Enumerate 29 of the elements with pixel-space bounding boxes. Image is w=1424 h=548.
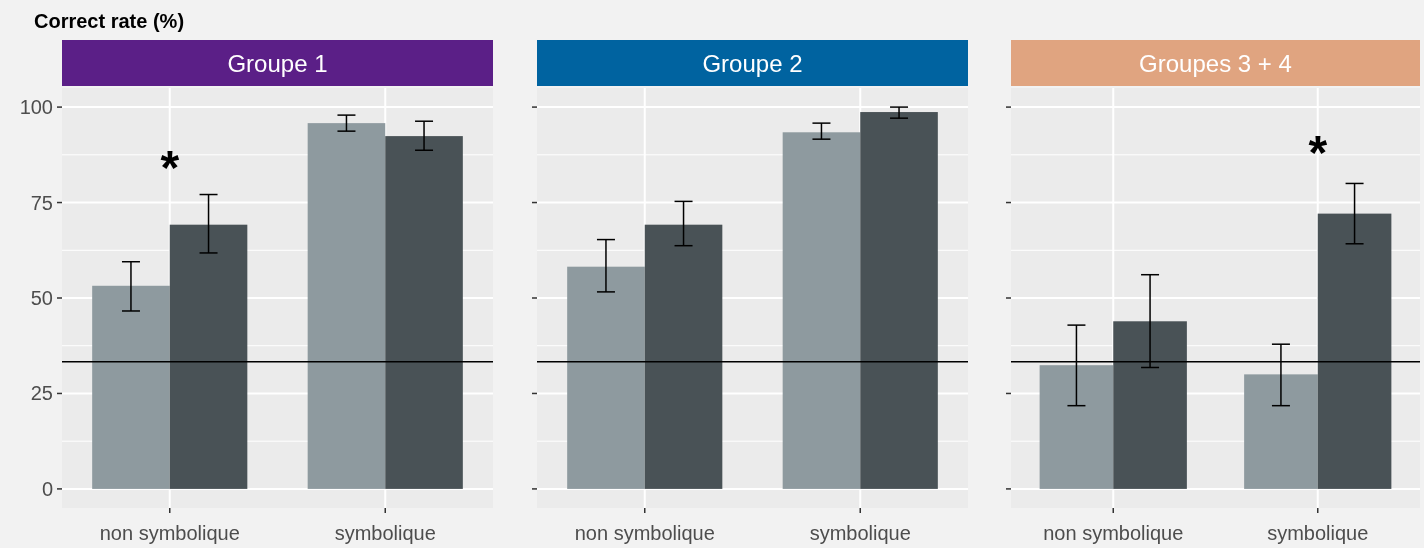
annotation: * <box>1308 126 1328 179</box>
chart-title: Groupe 1 <box>227 50 328 77</box>
chart-title: Groupe 2 <box>702 50 803 77</box>
bar <box>385 136 463 489</box>
annotation: * <box>160 141 180 194</box>
y-tick-label: 75 <box>30 191 53 214</box>
bar <box>169 224 248 489</box>
bar <box>644 224 723 489</box>
bar <box>1244 374 1318 489</box>
bar <box>860 112 938 489</box>
x-tick-label: symbolique <box>809 522 911 544</box>
y-tick-label: 50 <box>30 287 53 309</box>
y-axis-title: Correct rate (%) <box>34 10 185 32</box>
x-tick-label: non symbolique <box>1043 522 1184 544</box>
chart-title: Groupes 3 + 4 <box>1139 50 1292 77</box>
bar <box>307 123 386 489</box>
y-tick-label: 100 <box>19 96 53 119</box>
bar <box>567 266 645 489</box>
bar <box>782 132 861 489</box>
x-tick-label: symbolique <box>1267 522 1369 544</box>
bar <box>92 285 170 489</box>
y-tick-label: 0 <box>41 477 53 500</box>
bar <box>1039 365 1114 489</box>
x-tick-label: symbolique <box>334 522 436 544</box>
bar <box>1113 321 1187 489</box>
x-tick-label: non symbolique <box>99 522 240 544</box>
bar <box>1317 213 1392 489</box>
x-tick-label: non symbolique <box>574 522 715 544</box>
y-tick-label: 25 <box>30 382 53 405</box>
